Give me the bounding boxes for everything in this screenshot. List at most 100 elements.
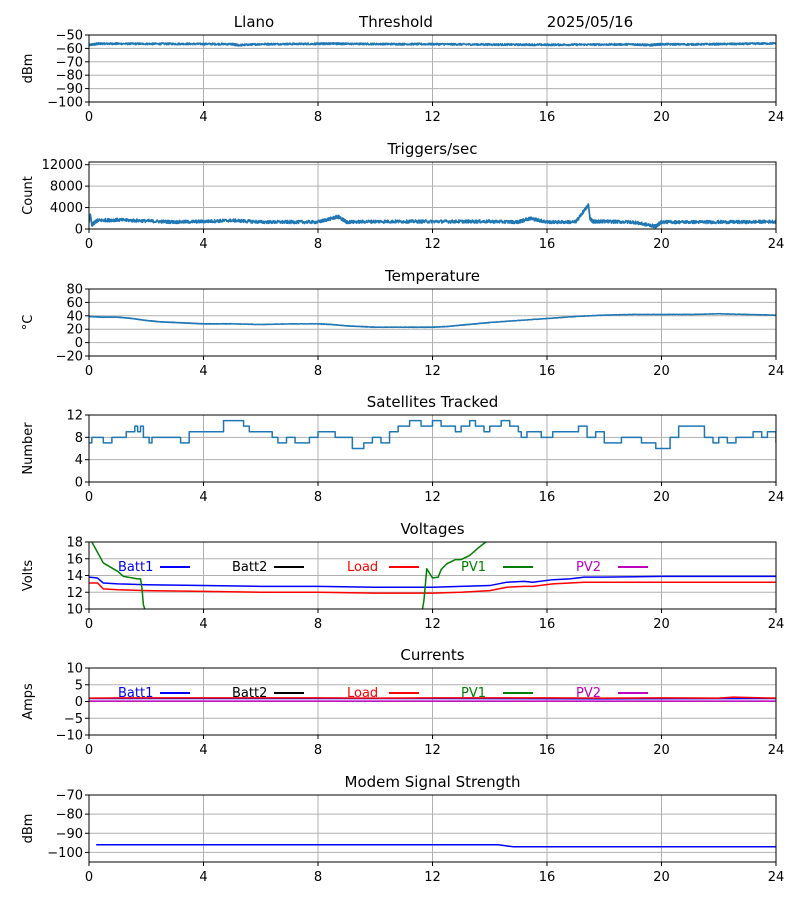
panel-4-x-tick-label: 0	[85, 490, 93, 505]
panel-6-legend-label-pv1: PV1	[461, 686, 486, 701]
panel-1-y-tick-label: −50	[56, 29, 83, 44]
panel-2-y-tick-label: 12000	[42, 158, 83, 173]
panel-2-x-tick-label: 12	[424, 237, 441, 252]
panel-2-x-tick-label: 24	[768, 237, 785, 252]
panel-6-y-tick-label: −5	[64, 712, 83, 727]
panel-5-x-tick-label: 20	[653, 617, 670, 632]
panel-6-title: Currents	[400, 646, 464, 664]
panel-5-x-tick-label: 24	[768, 617, 785, 632]
panel-1-x-tick-label: 16	[539, 110, 556, 125]
panel-1-y-tick-label: −100	[47, 96, 83, 111]
panel-4-y-tick-label: 12	[66, 409, 83, 424]
panel-6-legend-label-batt2: Batt2	[232, 686, 267, 701]
panel-1-y-tick-label: −60	[56, 42, 83, 57]
panel-7-x-tick-label: 16	[539, 870, 556, 885]
panel-3-series-line	[89, 312, 776, 329]
panel-5-x-tick-label: 4	[199, 617, 207, 632]
panel-1-x-tick-label: 20	[653, 110, 670, 125]
panel-5-y-tick-label: 18	[66, 536, 83, 551]
panel-5-batt1-line	[89, 575, 776, 588]
panel-7-x-tick-label: 12	[424, 870, 441, 885]
panel-1-x-tick-label: 12	[424, 110, 441, 125]
panel-7-y-tick-label: −70	[56, 789, 83, 804]
panel-4-x-tick-label: 24	[768, 490, 785, 505]
panel-3-y-tick-label: 40	[66, 309, 83, 324]
panel-3-y-tick-label: 0	[75, 336, 83, 351]
panel-3-y-tick-label: 20	[66, 323, 83, 338]
panel-7-y-tick-label: −90	[56, 827, 83, 842]
panel-1-x-tick-label: 4	[199, 110, 207, 125]
panel-6-x-tick-label: 20	[653, 743, 670, 758]
panel-5-y-axis-label: Volts	[21, 560, 36, 592]
panel-6-y-tick-label: −10	[56, 729, 83, 744]
panel-2-series-line	[89, 203, 776, 229]
panel-4-x-tick-label: 20	[653, 490, 670, 505]
panel-1-y-tick-label: −70	[56, 55, 83, 70]
header-mode: Threshold	[358, 13, 433, 31]
panel-6-y-axis-label: Amps	[21, 683, 36, 720]
panel-4-y-tick-label: 4	[75, 453, 83, 468]
panel-7-y-tick-label: −80	[56, 808, 83, 823]
panel-4-x-tick-label: 8	[314, 490, 322, 505]
panel-2-y-tick-label: 0	[75, 223, 83, 238]
panel-1-y-axis-label: dBm	[21, 54, 36, 84]
panel-7-x-tick-label: 20	[653, 870, 670, 885]
panel-6-y-tick-label: 5	[75, 678, 83, 693]
panel-3-title: Temperature	[384, 267, 480, 285]
panel-3-y-tick-label: −20	[56, 350, 83, 365]
panel-1-x-tick-label: 0	[85, 110, 93, 125]
panel-3-x-tick-label: 16	[539, 364, 556, 379]
panel-5-legend-label-pv1: PV1	[461, 560, 486, 575]
panel-5-x-tick-label: 16	[539, 617, 556, 632]
panel-4-title: Satellites Tracked	[367, 393, 498, 411]
panel-5-legend-label-load: Load	[347, 560, 378, 575]
panel-1-series-line	[89, 41, 776, 47]
panel-4-series-line	[89, 419, 776, 450]
panel-2-y-axis-label: Count	[21, 176, 36, 215]
panel-2-x-tick-label: 4	[199, 237, 207, 252]
panel-2-x-tick-label: 20	[653, 237, 670, 252]
panel-1-y-tick-label: −80	[56, 69, 83, 84]
header-station: Llano	[234, 13, 274, 31]
panel-5-y-tick-label: 12	[66, 586, 83, 601]
panel-6-legend-label-load: Load	[347, 686, 378, 701]
panel-5-x-tick-label: 8	[314, 617, 322, 632]
panel-1-x-tick-label: 24	[768, 110, 785, 125]
panel-4-x-tick-label: 16	[539, 490, 556, 505]
panel-4-x-tick-label: 12	[424, 490, 441, 505]
panel-5-pv1-line	[90, 542, 488, 609]
panel-3-x-tick-label: 8	[314, 364, 322, 379]
panel-7-x-tick-label: 0	[85, 870, 93, 885]
panel-5-y-tick-label: 16	[66, 552, 83, 567]
panel-6-legend-label-batt1: Batt1	[118, 686, 153, 701]
panel-3-y-tick-label: 60	[66, 296, 83, 311]
panel-7-x-tick-label: 8	[314, 870, 322, 885]
panel-3-y-axis-label: °C	[21, 315, 36, 331]
panel-5-title: Voltages	[400, 520, 464, 538]
panel-6-x-tick-label: 24	[768, 743, 785, 758]
panel-6-x-tick-label: 4	[199, 743, 207, 758]
panel-7-series-line	[96, 844, 776, 848]
panel-6-load-line	[89, 696, 776, 699]
panel-7-y-tick-label: −100	[47, 846, 83, 861]
panel-6-x-tick-label: 12	[424, 743, 441, 758]
panel-7-x-tick-label: 24	[768, 870, 785, 885]
panel-3-x-tick-label: 12	[424, 364, 441, 379]
panel-4-y-tick-label: 8	[75, 431, 83, 446]
panel-6-x-tick-label: 16	[539, 743, 556, 758]
header-date: 2025/05/16	[547, 13, 633, 31]
panel-3-x-tick-label: 20	[653, 364, 670, 379]
panel-6-y-tick-label: 10	[66, 662, 83, 677]
panel-1-x-tick-label: 8	[314, 110, 322, 125]
panel-7-x-tick-label: 4	[199, 870, 207, 885]
panel-2-y-tick-label: 4000	[50, 201, 83, 216]
panel-4-x-tick-label: 4	[199, 490, 207, 505]
panel-2-title: Triggers/sec	[387, 140, 478, 158]
panel-4-y-axis-label: Number	[21, 422, 36, 475]
panel-5-y-tick-label: 10	[66, 603, 83, 618]
panel-3-x-tick-label: 0	[85, 364, 93, 379]
panel-2-x-tick-label: 16	[539, 237, 556, 252]
panel-5-x-tick-label: 0	[85, 617, 93, 632]
panel-6-y-tick-label: 0	[75, 695, 83, 710]
